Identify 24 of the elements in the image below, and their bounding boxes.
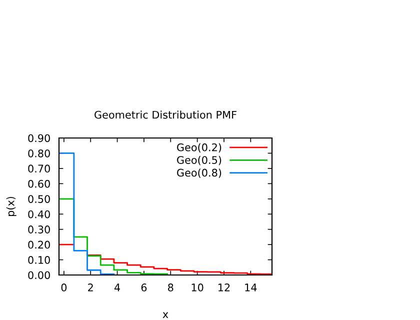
x-tick-label: 6 [141, 284, 147, 292]
x-tick-label: 4 [114, 284, 120, 292]
y-tick-label: 0.30 [28, 226, 50, 234]
y-tick-label: 0.90 [28, 134, 50, 142]
y-tick-label: 0.50 [28, 195, 50, 203]
y-axis-title: p(x) [6, 196, 16, 216]
x-tick-label: 10 [192, 284, 204, 292]
x-tick-label: 12 [218, 284, 230, 292]
legend-label: Geo(0.2) [177, 143, 222, 152]
legend-label: Geo(0.8) [177, 168, 222, 178]
legend-label: Geo(0.5) [177, 156, 222, 166]
y-tick-label: 0.70 [28, 164, 50, 173]
x-axis-title: x [162, 312, 168, 318]
x-tick-label: 8 [168, 284, 174, 292]
x-tick-label: 14 [245, 284, 257, 292]
y-tick-label: 0.10 [28, 256, 50, 264]
x-tick-label: 2 [88, 284, 93, 292]
chart-title: Geometric Distribution PMF [94, 110, 236, 119]
y-tick-label: 0.60 [28, 180, 50, 188]
y-tick-label: 0.20 [28, 240, 50, 249]
x-tick-label: 0 [61, 284, 67, 292]
y-tick-label: 0.40 [28, 210, 50, 218]
y-tick-label: 0.80 [28, 149, 50, 158]
y-tick-label: 0.00 [28, 271, 50, 280]
